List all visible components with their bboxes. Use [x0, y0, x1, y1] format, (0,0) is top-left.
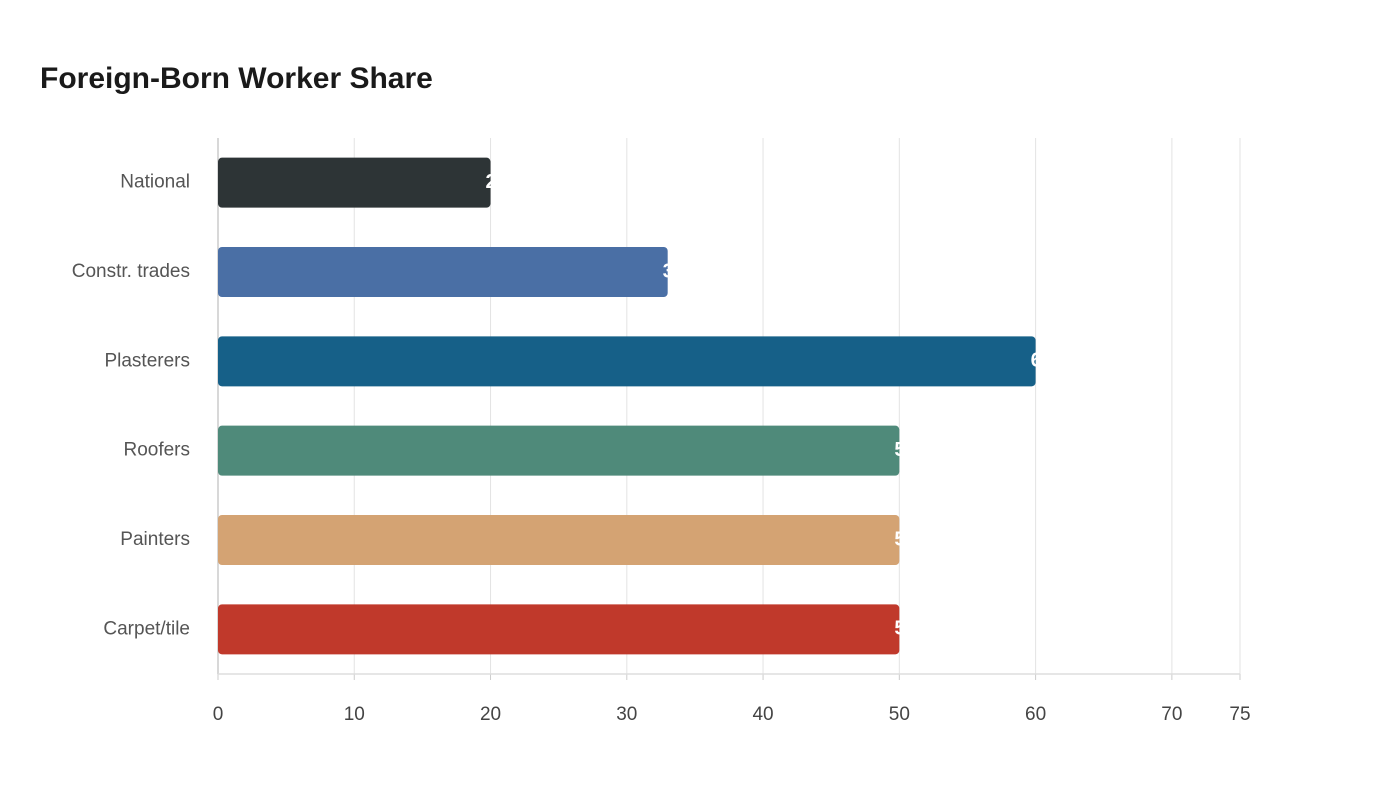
- bar-value-label: 60: [1031, 350, 1053, 372]
- x-tick-label: 70: [1161, 704, 1182, 725]
- y-tick-label: Roofers: [123, 440, 190, 461]
- bar: [218, 247, 668, 297]
- x-tick-label: 10: [344, 704, 365, 725]
- bar-value-label: 50: [894, 528, 916, 550]
- bar: [218, 515, 900, 565]
- y-tick-label: Constr. trades: [72, 261, 190, 282]
- bar-value-label: 50: [894, 618, 916, 640]
- x-tick-label: 75: [1229, 704, 1250, 725]
- chart-title: Foreign-Born Worker Share: [40, 62, 433, 95]
- x-tick-label: 50: [889, 704, 910, 725]
- y-tick-label: Plasterers: [104, 350, 190, 371]
- bar: [218, 336, 1036, 387]
- bar-value-label: 50: [894, 439, 916, 461]
- bar: [218, 425, 900, 476]
- bar: [218, 157, 491, 208]
- bar-value-label: 33: [663, 260, 685, 282]
- y-tick-label: Carpet/tile: [103, 618, 190, 639]
- bar: [218, 604, 900, 655]
- x-tick-label: 30: [616, 704, 637, 725]
- bar-value-label: 20: [486, 171, 508, 193]
- x-tick-label: 40: [752, 704, 773, 725]
- y-tick-label: Painters: [120, 529, 190, 550]
- x-tick-label: 60: [1025, 704, 1046, 725]
- x-tick-label: 20: [480, 704, 501, 725]
- x-tick-label: 0: [213, 704, 224, 725]
- y-tick-label: National: [120, 172, 190, 193]
